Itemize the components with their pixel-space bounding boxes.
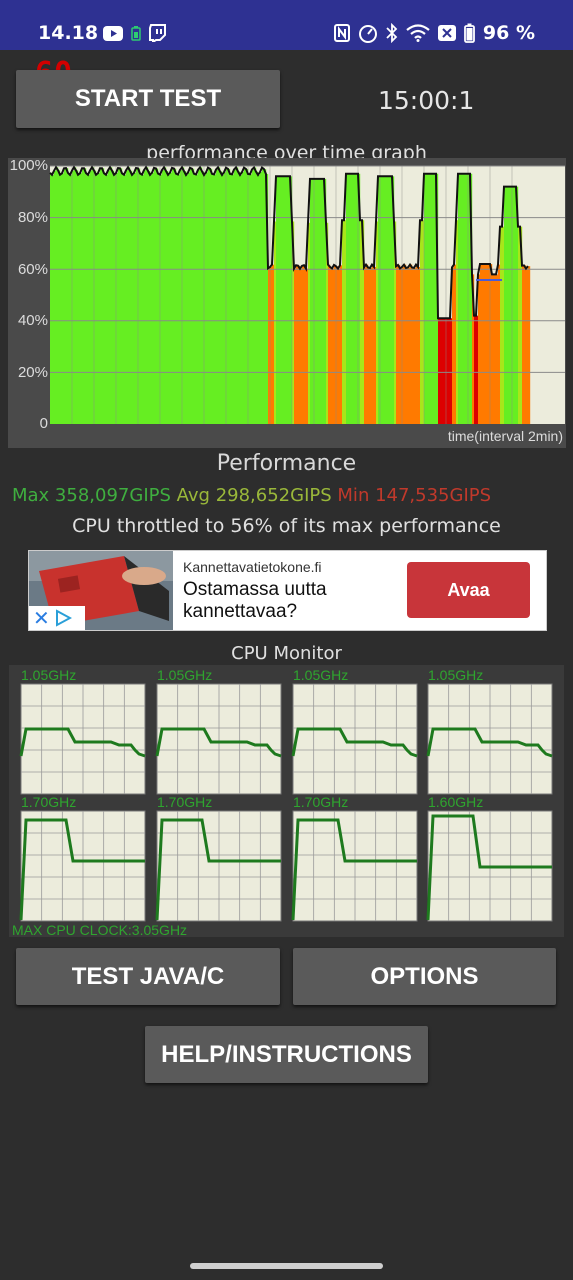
core-4-freq: 1.70GHz (21, 794, 77, 810)
ad-headline-line1: Ostamassa uutta (183, 579, 327, 600)
y-tick-80: 80% (18, 209, 48, 226)
nfc-icon (333, 24, 350, 42)
battery-saver-icon (131, 25, 141, 41)
ad-cta-button[interactable]: Avaa (407, 562, 530, 618)
core-6-freq: 1.70GHz (293, 794, 349, 810)
y-tick-20: 20% (18, 364, 48, 381)
ad-domain: Kannettavatietokone.fi (183, 559, 322, 575)
home-indicator[interactable] (190, 1263, 383, 1269)
options-button[interactable]: OPTIONS (293, 948, 556, 1005)
y-tick-60: 60% (18, 261, 48, 278)
max-cpu-clock: MAX CPU CLOCK:3.05GHz (12, 922, 188, 938)
system-icons: 96 % (333, 22, 535, 44)
max-performance: Max 358,097GIPS (12, 485, 171, 506)
core-2-freq: 1.05GHz (293, 667, 349, 683)
status-bar: 14.18 96 % (0, 0, 573, 50)
min-performance: Min 147,535GIPS (337, 485, 492, 506)
core-1-freq: 1.05GHz (157, 667, 213, 683)
core-7-freq: 1.60GHz (428, 794, 484, 810)
speedometer-icon (358, 25, 377, 43)
throttle-text: CPU throttled to 56% of its max performa… (72, 515, 501, 537)
test-java-c-button[interactable]: TEST JAVA/C (16, 948, 280, 1005)
battery-percent: 96 % (482, 22, 535, 44)
ad-choices[interactable]: ✕ (29, 606, 85, 630)
y-tick-0: 0 (40, 415, 48, 432)
battery-icon (464, 23, 475, 43)
cpu-monitor-title: CPU Monitor (231, 643, 342, 664)
ad-headline-line2: kannettavaa? (183, 601, 298, 622)
x-axis-label: time(interval 2min) (448, 428, 563, 444)
ad-headline: Ostamassa uutta kannettavaa? (183, 579, 327, 623)
y-tick-100: 100% (10, 157, 48, 174)
test-timer: 15:00:1 (378, 86, 475, 115)
ad-close-icon[interactable]: ✕ (33, 606, 50, 630)
avg-performance: Avg 298,652GIPS (176, 485, 332, 506)
youtube-icon (103, 25, 123, 41)
core-5-freq: 1.70GHz (157, 794, 213, 810)
help-instructions-button[interactable]: HELP/INSTRUCTIONS (145, 1026, 428, 1083)
core-3-freq: 1.05GHz (428, 667, 484, 683)
ad-info-icon[interactable] (54, 609, 72, 627)
wifi-icon (406, 24, 430, 42)
data-saver-icon (437, 25, 456, 41)
y-tick-40: 40% (18, 312, 48, 329)
performance-stats: Max 358,097GIPS Avg 298,652GIPS Min 147,… (12, 485, 491, 506)
notification-icons (103, 24, 166, 42)
status-time: 14.18 (38, 22, 99, 44)
core-0-freq: 1.05GHz (21, 667, 77, 683)
performance-graph: 100% 80% 60% 40% 20% 0 time(interval 2mi… (8, 157, 566, 448)
cpu-core-graphs (19, 683, 553, 922)
ad-banner[interactable]: ✕ Kannettavatietokone.fi Ostamassa uutta… (28, 550, 547, 631)
start-test-button[interactable]: START TEST (16, 70, 280, 128)
twitch-icon (149, 24, 166, 42)
bluetooth-icon (386, 23, 398, 43)
performance-title: Performance (216, 451, 357, 476)
